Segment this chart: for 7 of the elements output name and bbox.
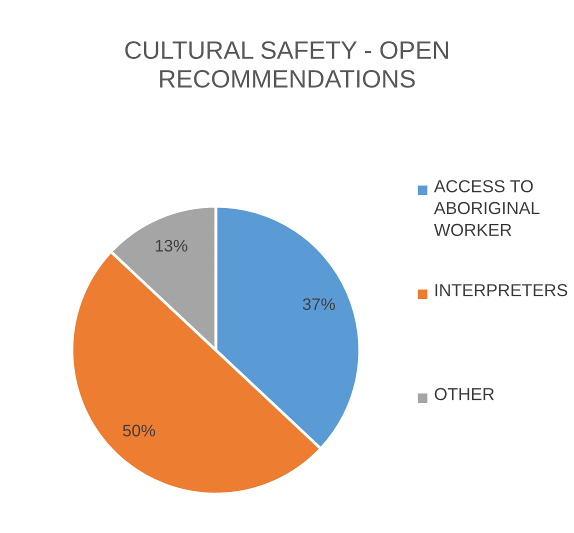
data-label: 50% bbox=[122, 424, 156, 436]
data-label: 37% bbox=[302, 298, 335, 310]
legend-label: INTERPRETERS bbox=[436, 284, 568, 296]
legend-label: OTHER bbox=[434, 388, 494, 400]
chart-title: CULTURAL SAFETY - OPEN RECOMMENDATIONS bbox=[125, 41, 448, 88]
legend-label: ACCESS TO ABORIGINAL WORKER bbox=[434, 180, 540, 236]
data-label: 13% bbox=[156, 240, 188, 252]
